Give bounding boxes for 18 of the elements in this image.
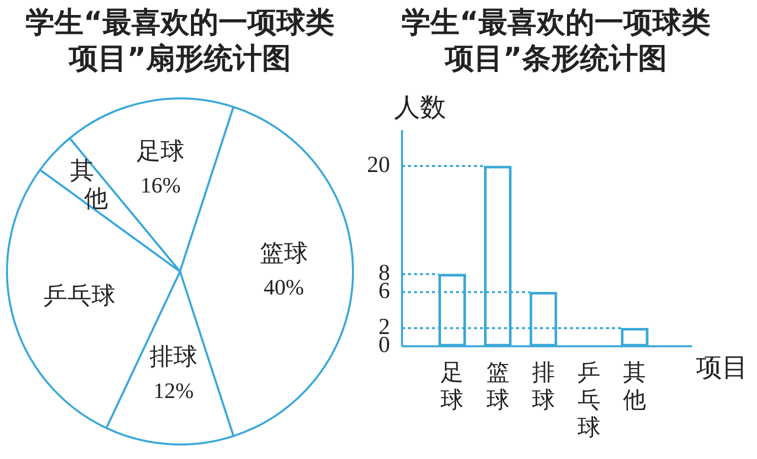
slice-label: 排球	[149, 344, 198, 370]
slice-label: 足球	[136, 138, 185, 165]
slice-label: 乒乓球	[43, 284, 116, 310]
y-axis-title: 人数	[394, 92, 446, 122]
data-label: 16%	[140, 172, 181, 198]
x-tick-label: 乒乓球	[578, 360, 601, 440]
x-axis-title: 项目	[696, 353, 748, 382]
x-tick-label: 篮球	[486, 360, 510, 413]
data-label: 40%	[264, 274, 304, 300]
x-tick-label: 足球	[440, 360, 464, 413]
chart-title: 学生“最喜欢的一项球类项目”条形统计图	[400, 4, 712, 76]
data-label: 12%	[153, 378, 194, 403]
chart-title: 学生“最喜欢的一项球类项目”扇形统计图	[24, 4, 336, 76]
y-tick-label: 20	[367, 152, 390, 178]
x-tick-label: 排球	[532, 360, 555, 413]
slice-label: 其他	[70, 158, 108, 213]
x-tick-label: 其他	[623, 360, 646, 413]
slice-label: 篮球	[260, 240, 308, 267]
